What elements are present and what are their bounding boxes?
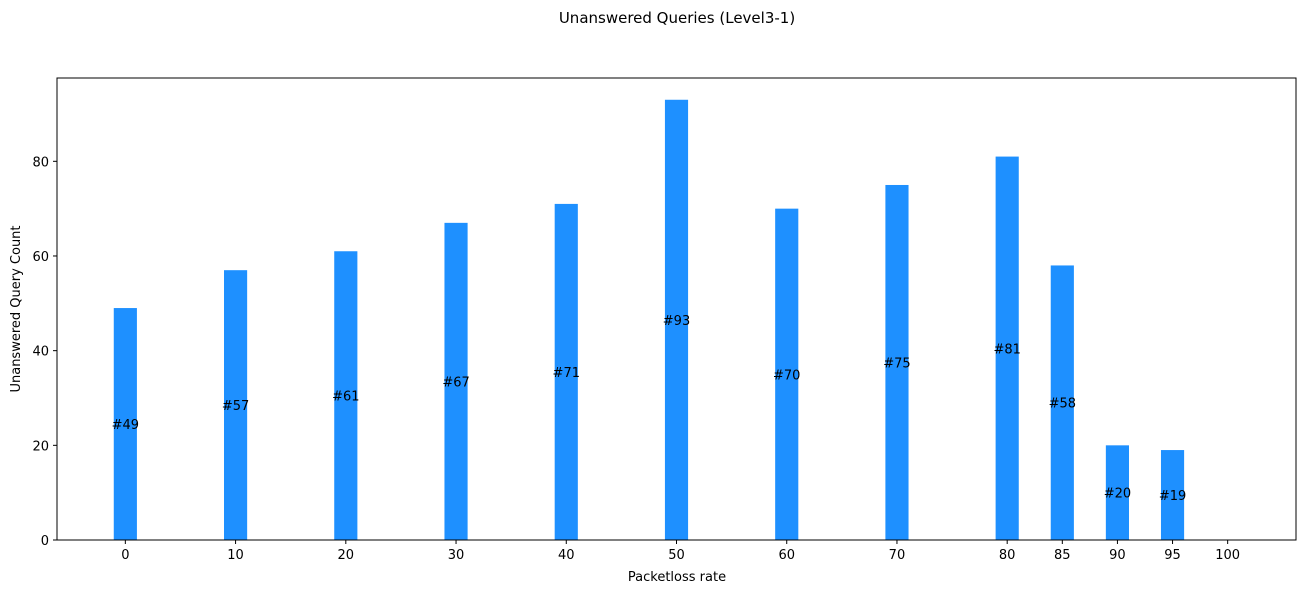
- x-tick-label: 10: [227, 548, 244, 563]
- y-axis-label: Unanswered Query Count: [9, 225, 24, 392]
- bar-70: [885, 184, 909, 541]
- data-label-10: #57: [222, 399, 249, 414]
- x-tick-label: 20: [338, 548, 355, 563]
- x-tick-label: 50: [668, 548, 685, 563]
- y-tick-label: 60: [32, 250, 49, 265]
- data-label-30: #67: [442, 375, 469, 390]
- bar-90: [1105, 445, 1129, 540]
- bar-50: [664, 99, 689, 541]
- data-labels-group: #49 #57 #61 #67 #71 #93 #70 #75 #81 #58 #20 #19: [112, 314, 1187, 504]
- y-axis: 0 20 40 60 80: [32, 155, 57, 549]
- x-tick-label: 60: [778, 548, 795, 563]
- data-label-50: #93: [663, 314, 690, 329]
- x-axis-label: Packetloss rate: [628, 570, 726, 585]
- x-tick-label: 40: [558, 548, 575, 563]
- x-tick-label: 80: [999, 548, 1016, 563]
- bar-30: [444, 222, 468, 540]
- y-tick-label: 0: [41, 534, 49, 549]
- bar-85: [1050, 265, 1074, 540]
- x-tick-label: 70: [889, 548, 906, 563]
- y-tick-label: 40: [32, 345, 49, 360]
- data-label-0: #49: [112, 418, 139, 433]
- bar-95: [1160, 450, 1185, 540]
- data-label-85: #58: [1049, 397, 1076, 412]
- x-tick-label: 90: [1109, 548, 1126, 563]
- x-tick-label: 100: [1215, 548, 1240, 563]
- x-axis: 0 10 20 30 40 50 60 70 80 85 90 95 100: [121, 540, 1240, 563]
- y-tick-label: 80: [32, 155, 49, 170]
- data-label-70: #75: [883, 356, 910, 371]
- data-label-60: #70: [773, 368, 800, 383]
- bar-40: [554, 203, 578, 540]
- bars-group: [113, 99, 1185, 541]
- bar-60: [775, 208, 799, 540]
- x-tick-label: 85: [1054, 548, 1071, 563]
- bar-10: [224, 270, 248, 540]
- y-tick-label: 20: [32, 439, 49, 454]
- x-tick-label: 95: [1164, 548, 1181, 563]
- chart-title: Unanswered Queries (Level3-1): [559, 9, 795, 27]
- bar-80: [995, 156, 1019, 540]
- data-label-90: #20: [1104, 487, 1131, 502]
- data-label-80: #81: [993, 342, 1020, 357]
- bar-0: [113, 308, 137, 540]
- data-label-40: #71: [553, 366, 580, 381]
- data-label-95: #19: [1159, 489, 1186, 504]
- x-tick-label: 30: [448, 548, 465, 563]
- x-tick-label: 0: [121, 548, 129, 563]
- bar-20: [334, 251, 358, 540]
- data-label-20: #61: [332, 390, 359, 405]
